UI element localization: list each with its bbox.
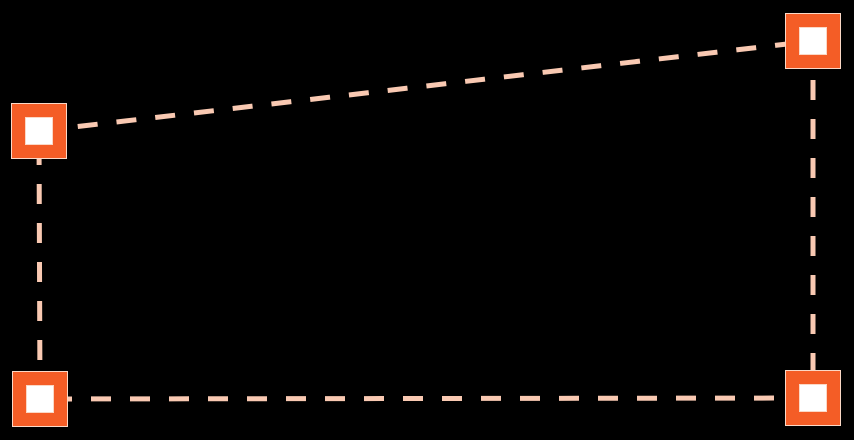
corner-handle-bottom-left[interactable]: [12, 371, 68, 427]
corner-handle-inner: [26, 385, 54, 413]
selection-edge-top: [38, 38, 814, 134]
corner-handle-inner: [799, 27, 827, 55]
corner-handle-top-left[interactable]: [11, 103, 67, 159]
selection-edge-bottom: [39, 395, 814, 402]
corner-handle-inner: [25, 117, 53, 145]
corner-handle-top-right[interactable]: [785, 13, 841, 69]
selection-edge-left: [36, 130, 43, 400]
corner-handle-bottom-right[interactable]: [785, 370, 841, 426]
corner-handle-inner: [799, 384, 827, 412]
